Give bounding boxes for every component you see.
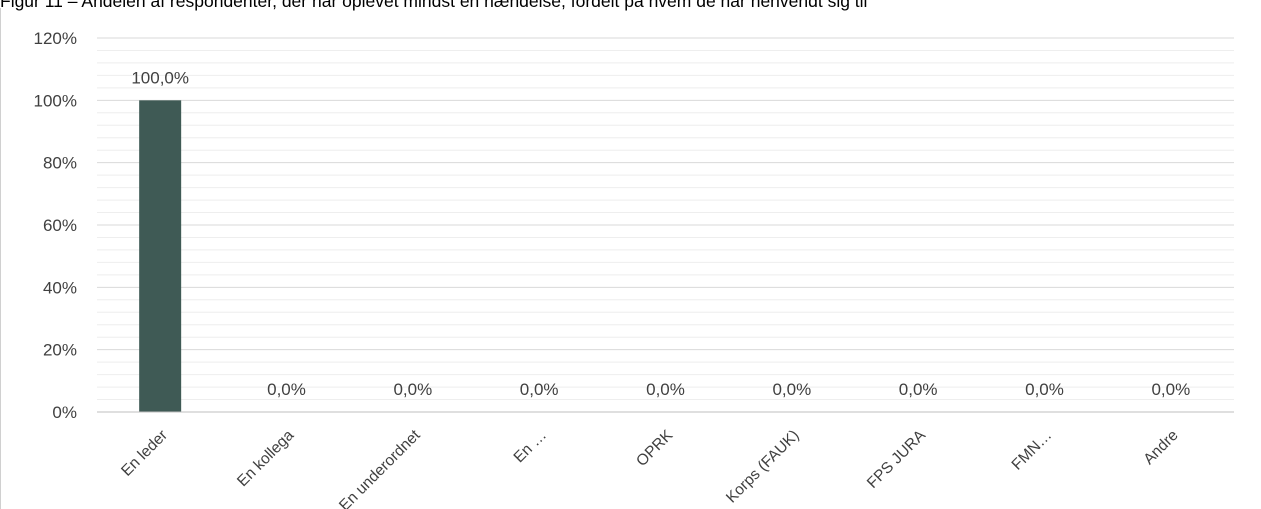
data-label: 0,0% (267, 380, 306, 399)
y-tick-label: 40% (43, 278, 77, 297)
y-tick-label: 120% (34, 29, 77, 48)
y-tick-label: 60% (43, 216, 77, 235)
y-tick-label: 0% (52, 403, 77, 422)
y-tick-label: 100% (34, 91, 77, 110)
data-label: 0,0% (772, 380, 811, 399)
x-tick-label: OPRK (633, 426, 677, 470)
left-border (0, 8, 1, 509)
data-labels: 100,0% 0,0% 0,0% 0,0% 0,0% 0,0% 0,0% 0,0% 0,0% (131, 68, 1190, 399)
x-tick-label: Korps (FAUK) (723, 427, 803, 507)
y-axis-tick-labels: 0% 20% 40% 60% 80% 100% 120% (34, 29, 77, 422)
bar (139, 100, 182, 412)
data-label: 0,0% (393, 380, 432, 399)
x-tick-label: Andre (1140, 427, 1181, 468)
x-tick-label: FMN… (1009, 427, 1056, 474)
data-label: 100,0% (131, 68, 189, 87)
x-tick-label: En … (511, 427, 550, 466)
x-tick-label: En kollega (234, 427, 297, 490)
chart-title: Figur 11 – Andelen af respondenter, der … (0, 0, 868, 11)
y-tick-label: 80% (43, 154, 77, 173)
x-axis-tick-labels: En leder En kollega En underordnet En … OPRK… (118, 426, 1182, 509)
data-label: 0,0% (1025, 380, 1064, 399)
data-label: 0,0% (520, 380, 559, 399)
data-label: 0,0% (899, 380, 938, 399)
x-tick-label: FPS JURA (864, 426, 929, 491)
data-label: 0,0% (646, 380, 685, 399)
bar-series (139, 100, 182, 412)
x-tick-label: En underordnet (336, 426, 424, 509)
data-label: 0,0% (1151, 380, 1190, 399)
gridlines (97, 37, 1234, 413)
y-tick-label: 20% (43, 341, 77, 360)
x-tick-label: En leder (118, 427, 171, 480)
